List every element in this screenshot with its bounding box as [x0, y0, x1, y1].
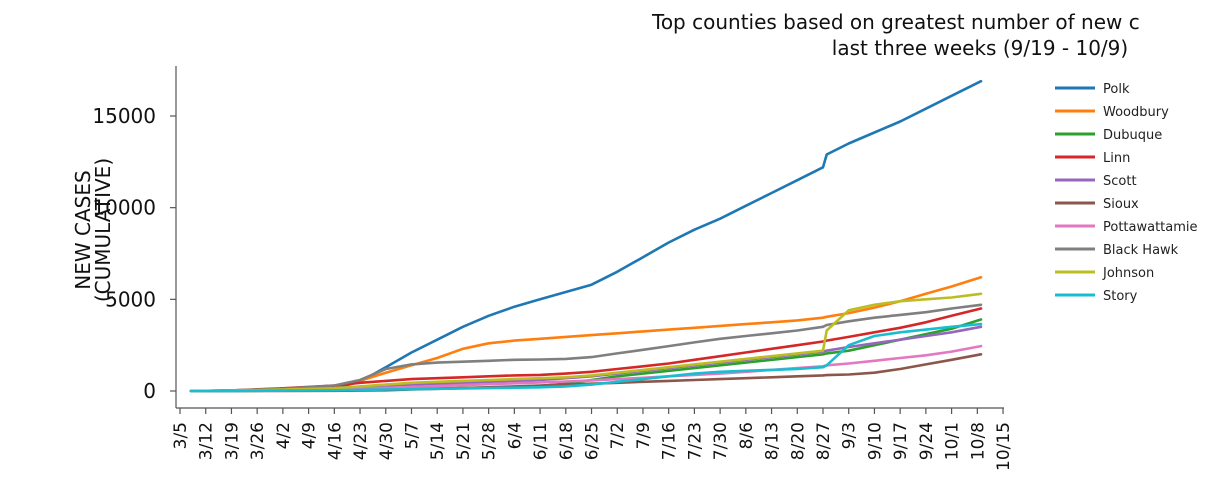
x-tick-label: 7/9 [634, 422, 654, 449]
legend-label-pottawattamie: Pottawattamie [1103, 220, 1198, 235]
legend-label-scott: Scott [1103, 174, 1137, 189]
x-tick-label: 5/28 [480, 422, 500, 460]
x-tick-label: 3/19 [222, 422, 242, 460]
legend-label-woodbury: Woodbury [1103, 105, 1169, 120]
y-tick-label: 0 [143, 379, 156, 403]
x-tick-label: 8/20 [788, 422, 808, 460]
x-tick-label: 10/15 [994, 422, 1014, 471]
x-tick-label: 8/27 [814, 422, 834, 460]
x-tick-label: 7/23 [685, 422, 705, 460]
y-axis-label-line-1: NEW CASES [71, 170, 95, 289]
y-axis-label-line-2: (CUMULATIVE) [91, 158, 115, 302]
x-tick-label: 3/12 [197, 422, 217, 460]
x-tick-label: 6/18 [557, 422, 577, 460]
x-tick-label: 9/17 [891, 422, 911, 460]
legend-label-black-hawk: Black Hawk [1103, 243, 1179, 258]
x-tick-label: 6/4 [505, 422, 525, 449]
x-tick-label: 8/6 [737, 422, 757, 449]
series-line-story [189, 322, 983, 393]
x-tick-label: 7/30 [711, 422, 731, 460]
x-tick-label: 4/23 [351, 422, 371, 460]
x-tick-label: 5/7 [402, 422, 422, 449]
legend-label-linn: Linn [1103, 151, 1130, 166]
y-tick-label: 15000 [92, 104, 156, 128]
x-tick-label: 3/5 [171, 422, 191, 449]
series-line-linn [189, 307, 983, 393]
x-tick-label: 6/11 [531, 422, 551, 460]
x-tick-label: 3/26 [248, 422, 268, 460]
x-tick-label: 9/24 [917, 422, 937, 460]
y-axis-label: NEW CASES (CUMULATIVE) [71, 158, 115, 302]
y-axis-ticks: 0 5000 10000 15000 [92, 104, 176, 403]
x-tick-label: 7/2 [608, 422, 628, 449]
legend: Polk Woodbury Dubuque Linn Scott Sioux Pottawa… [1055, 82, 1198, 304]
x-tick-label: 8/13 [763, 422, 783, 460]
x-tick-label: 5/21 [454, 422, 474, 460]
y-tick-label: 10000 [92, 196, 156, 220]
legend-label-polk: Polk [1103, 82, 1130, 97]
x-tick-label: 4/2 [274, 422, 294, 449]
x-tick-label: 6/25 [583, 422, 603, 460]
x-tick-label: 9/10 [865, 422, 885, 460]
chart-title-line-1: Top counties based on greatest number of… [651, 10, 1140, 34]
x-tick-label: 5/14 [428, 422, 448, 460]
x-tick-label: 9/3 [840, 422, 860, 449]
plot-area [189, 79, 983, 393]
x-tick-label: 4/16 [325, 422, 345, 460]
x-axis-ticks: 3/5 3/12 3/19 3/26 4/2 4/9 4/16 4/23 4/30 5/7 5/14… [171, 408, 1014, 471]
axes [175, 66, 1004, 409]
legend-label-johnson: Johnson [1102, 266, 1154, 281]
x-tick-label: 10/8 [968, 422, 988, 460]
series-line-woodbury [189, 275, 983, 393]
chart-title-line-2: last three weeks (9/19 - 10/9) [832, 36, 1128, 60]
legend-label-story: Story [1103, 289, 1138, 304]
series-line-johnson [189, 292, 983, 393]
x-tick-label: 10/1 [943, 422, 963, 460]
series-line-pottawattamie [189, 344, 983, 393]
x-tick-label: 7/16 [660, 422, 680, 460]
y-tick-label: 5000 [105, 287, 156, 311]
legend-label-sioux: Sioux [1103, 197, 1139, 212]
legend-label-dubuque: Dubuque [1103, 128, 1162, 143]
series-line-black-hawk [189, 303, 983, 393]
x-tick-label: 4/30 [377, 422, 397, 460]
x-tick-label: 4/9 [300, 422, 320, 449]
chart-title: Top counties based on greatest number of… [651, 10, 1140, 60]
